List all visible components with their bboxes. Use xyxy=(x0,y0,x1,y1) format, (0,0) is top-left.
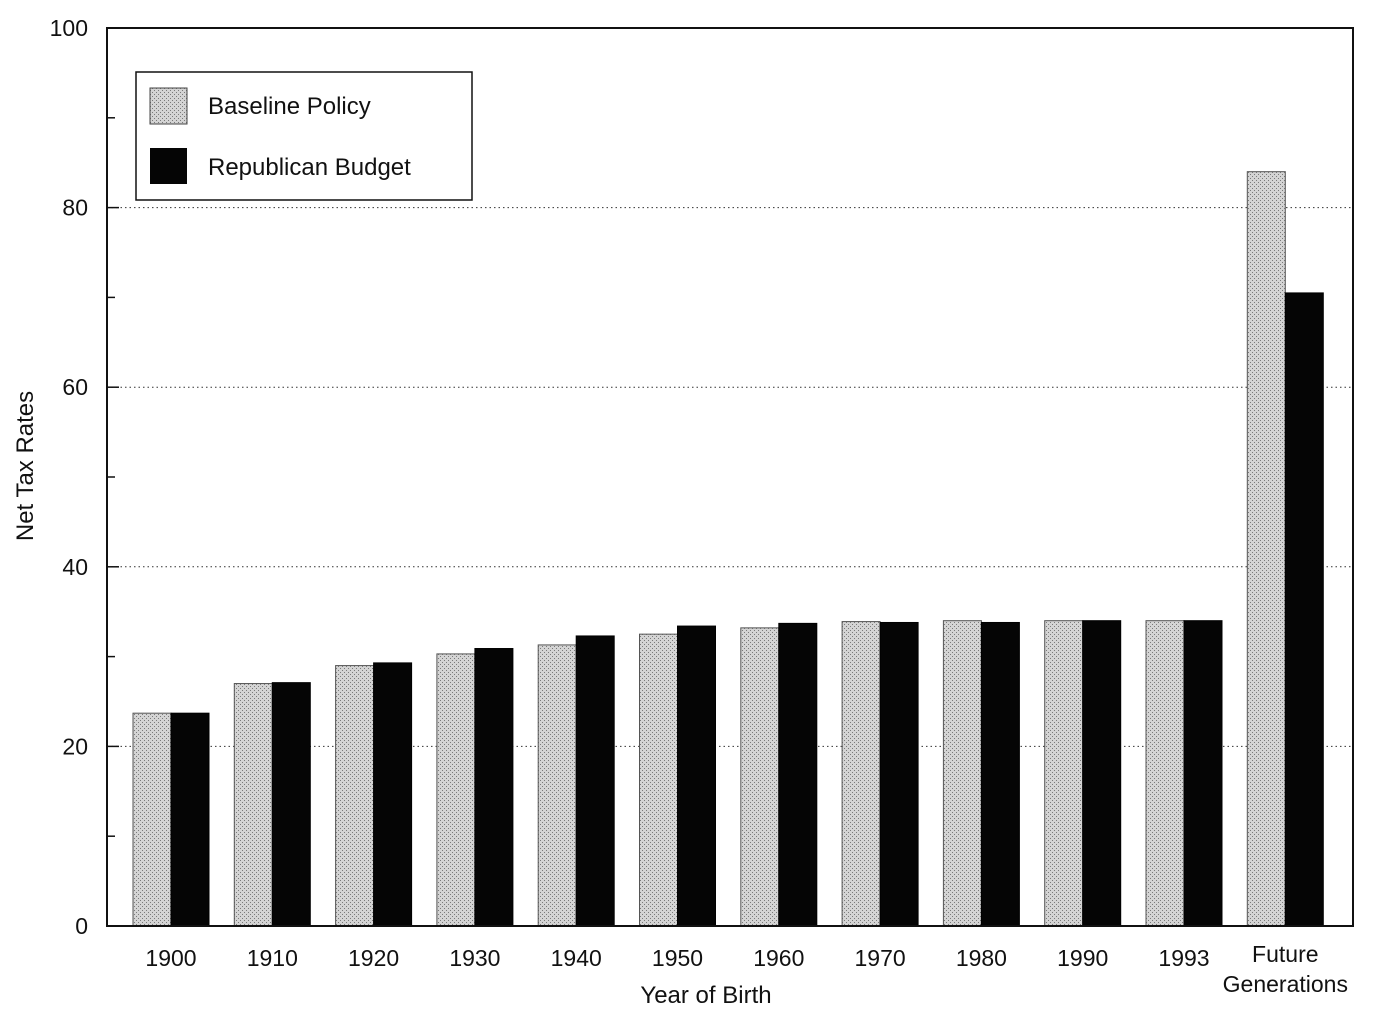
y-tick-label: 100 xyxy=(50,15,88,41)
x-category-label: 1910 xyxy=(247,945,298,971)
x-category-label: 1990 xyxy=(1057,945,1108,971)
x-category-label: 1980 xyxy=(956,945,1007,971)
y-axis-ticks: 0 20 40 60 80 100 xyxy=(50,15,119,939)
gridlines xyxy=(107,207,1353,747)
bar-republican-budget xyxy=(474,648,514,927)
bar-baseline-policy xyxy=(841,621,881,927)
bar-baseline-policy xyxy=(1044,620,1084,927)
y-tick-label: 20 xyxy=(62,733,88,759)
bar-baseline-policy xyxy=(740,627,780,927)
legend-label-baseline: Baseline Policy xyxy=(208,93,371,120)
bar-republican-budget xyxy=(373,662,413,927)
x-category-label: 1920 xyxy=(348,945,399,971)
bar-republican-budget xyxy=(271,682,311,927)
x-category-label: 1940 xyxy=(551,945,602,971)
x-category-label: 1950 xyxy=(652,945,703,971)
bar-republican-budget xyxy=(575,635,615,927)
bar-republican-budget xyxy=(879,621,919,927)
bar-baseline-policy xyxy=(1246,171,1286,927)
y-tick-label: 80 xyxy=(62,195,88,221)
x-category-label: 1900 xyxy=(145,945,196,971)
legend-label-republican: Republican Budget xyxy=(208,154,411,181)
x-category-label: 1960 xyxy=(753,945,804,971)
x-axis-categories: 1900 1910 1920 1930 1940 1950 1960 1970 1980 1990… xyxy=(145,941,1348,997)
y-tick-label: 60 xyxy=(62,374,88,400)
bar-republican-budget xyxy=(170,712,210,927)
bar-republican-budget xyxy=(1284,292,1324,927)
x-category-label: 1993 xyxy=(1158,945,1209,971)
bars xyxy=(132,171,1324,927)
bar-baseline-policy xyxy=(233,683,273,927)
x-axis-label: Year of Birth xyxy=(640,982,771,1009)
legend-swatch-republican xyxy=(150,148,187,184)
bar-republican-budget xyxy=(778,622,818,927)
bar-baseline-policy xyxy=(335,665,375,927)
bar-republican-budget xyxy=(1082,620,1122,927)
x-category-label: 1970 xyxy=(855,945,906,971)
bar-baseline-policy xyxy=(537,644,577,927)
y-tick-label: 0 xyxy=(75,913,88,939)
bar-republican-budget xyxy=(1183,620,1223,927)
y-axis-label: Net Tax Rates xyxy=(12,391,39,541)
bar-baseline-policy xyxy=(132,712,172,927)
bar-baseline-policy xyxy=(1145,620,1185,927)
legend-box xyxy=(135,71,473,201)
bar-baseline-policy xyxy=(639,633,678,927)
bar-baseline-policy xyxy=(436,653,476,927)
x-category-label: Future Generations xyxy=(1223,941,1348,997)
bar-republican-budget xyxy=(677,625,716,927)
legend: Baseline Policy Republican Budget xyxy=(135,71,473,201)
bar-republican-budget xyxy=(980,621,1020,927)
x-category-label: 1930 xyxy=(449,945,500,971)
y-tick-label: 40 xyxy=(62,554,88,580)
legend-swatch-baseline xyxy=(149,87,188,125)
bar-baseline-policy xyxy=(942,620,982,927)
